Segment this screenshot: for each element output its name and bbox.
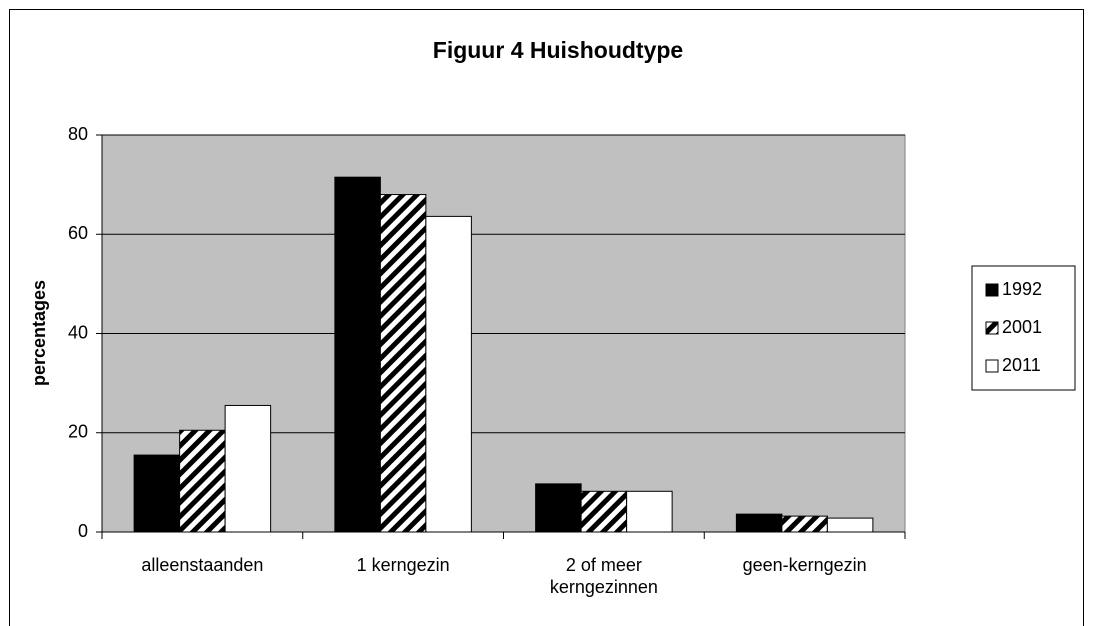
bar [224, 404, 272, 533]
bar [179, 429, 226, 533]
bar [826, 517, 874, 533]
bar [425, 215, 472, 533]
y-tick-label: 40 [68, 322, 88, 342]
chart-title: Figuur 4 Huishoudtype [433, 37, 683, 63]
y-tick-label: 60 [68, 223, 88, 243]
bar [626, 490, 673, 533]
y-tick-label: 20 [68, 422, 88, 442]
legend-swatch [985, 283, 999, 297]
bar [379, 194, 427, 533]
legend-label: 2001 [1002, 317, 1042, 337]
y-tick-label: 0 [78, 521, 88, 541]
legend-label: 1992 [1002, 279, 1042, 299]
bar [133, 454, 181, 533]
bar [735, 513, 783, 533]
y-axis-label: percentages [29, 280, 49, 386]
x-tick-label: alleenstaanden [141, 555, 264, 575]
chart-frame [9, 9, 1084, 626]
bar [535, 483, 582, 533]
bar [334, 176, 381, 533]
x-tick-label: geen-kerngezin [742, 555, 867, 575]
x-tick-label: 2 of meer kerngezinnen [549, 555, 658, 597]
bar [580, 490, 628, 533]
bar [781, 515, 828, 533]
y-tick-label: 80 [68, 124, 88, 144]
legend-swatch [985, 359, 999, 373]
x-tick-label: 1 kerngezin [356, 555, 450, 575]
legend-label: 2011 [1002, 355, 1041, 375]
legend-swatch [985, 321, 999, 335]
